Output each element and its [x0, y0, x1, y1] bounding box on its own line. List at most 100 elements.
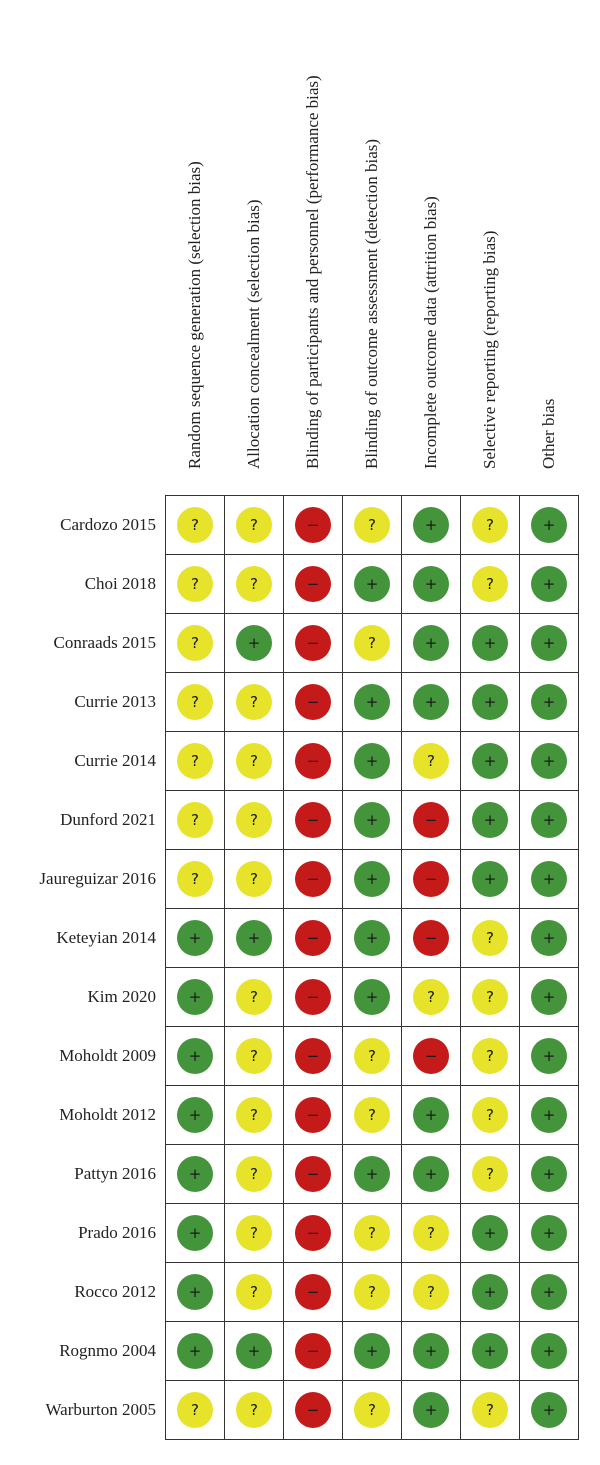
rating-cell: +: [343, 968, 402, 1027]
high-risk-icon: −: [413, 802, 449, 838]
low-risk-icon: +: [531, 1215, 567, 1251]
rating-cell: ?: [402, 1204, 461, 1263]
low-risk-icon: +: [531, 1038, 567, 1074]
rating-cell: −: [402, 1027, 461, 1086]
low-risk-icon: +: [531, 920, 567, 956]
rating-cell: ?: [166, 732, 225, 791]
rating-cell: ?: [402, 1263, 461, 1322]
unclear-risk-icon: ?: [472, 1156, 508, 1192]
low-risk-icon: +: [177, 920, 213, 956]
low-risk-icon: +: [177, 1333, 213, 1369]
rating-cell: +: [343, 555, 402, 614]
high-risk-icon: −: [295, 1156, 331, 1192]
rating-cell: +: [402, 1086, 461, 1145]
unclear-risk-icon: ?: [177, 566, 213, 602]
rating-cell: ?: [166, 673, 225, 732]
rating-cell: +: [166, 1263, 225, 1322]
study-label: Rognmo 2004: [59, 1340, 156, 1360]
rating-cell: +: [166, 1204, 225, 1263]
high-risk-icon: −: [295, 1274, 331, 1310]
rating-cell: +: [461, 1322, 520, 1381]
rating-cell: −: [402, 850, 461, 909]
study-label: Cardozo 2015: [60, 514, 156, 534]
low-risk-icon: +: [531, 507, 567, 543]
low-risk-icon: +: [413, 1392, 449, 1428]
rating-cell: ?: [343, 1381, 402, 1440]
rating-cell: +: [402, 1381, 461, 1440]
rating-cell: +: [343, 673, 402, 732]
study-label: Keteyian 2014: [56, 927, 156, 947]
rating-cell: ?: [402, 968, 461, 1027]
unclear-risk-icon: ?: [177, 507, 213, 543]
rating-cell: ?: [225, 673, 284, 732]
rating-cell: +: [520, 555, 579, 614]
rating-cell: ?: [461, 1381, 520, 1440]
low-risk-icon: +: [413, 1156, 449, 1192]
low-risk-icon: +: [413, 625, 449, 661]
unclear-risk-icon: ?: [177, 802, 213, 838]
rating-cell: +: [520, 732, 579, 791]
study-label: Choi 2018: [84, 573, 156, 593]
low-risk-icon: +: [531, 1274, 567, 1310]
high-risk-icon: −: [295, 1097, 331, 1133]
unclear-risk-icon: ?: [413, 743, 449, 779]
unclear-risk-icon: ?: [236, 566, 272, 602]
rating-cell: ?: [343, 1204, 402, 1263]
low-risk-icon: +: [472, 1215, 508, 1251]
rating-cell: +: [461, 850, 520, 909]
rating-cell: +: [402, 1322, 461, 1381]
low-risk-icon: +: [531, 566, 567, 602]
rating-cell: +: [520, 1145, 579, 1204]
low-risk-icon: +: [472, 1333, 508, 1369]
column-header: Blinding of participants and personnel (…: [283, 0, 342, 495]
rating-cell: ?: [166, 614, 225, 673]
rating-cell: ?: [166, 555, 225, 614]
study-label: Rocco 2012: [74, 1281, 156, 1301]
low-risk-icon: +: [531, 1156, 567, 1192]
low-risk-icon: +: [413, 1333, 449, 1369]
rating-cell: ?: [225, 1381, 284, 1440]
low-risk-icon: +: [472, 625, 508, 661]
rating-cell: ?: [343, 1086, 402, 1145]
low-risk-icon: +: [177, 1274, 213, 1310]
column-header-label: Allocation concealment (selection bias): [244, 199, 263, 469]
rating-cell: +: [343, 1145, 402, 1204]
rating-cell: −: [284, 968, 343, 1027]
rating-cell: +: [520, 1086, 579, 1145]
low-risk-icon: +: [354, 920, 390, 956]
unclear-risk-icon: ?: [354, 1274, 390, 1310]
rating-cell: ?: [166, 850, 225, 909]
rating-cell: −: [284, 1027, 343, 1086]
low-risk-icon: +: [413, 507, 449, 543]
high-risk-icon: −: [295, 802, 331, 838]
rating-cell: ?: [225, 1263, 284, 1322]
low-risk-icon: +: [531, 1333, 567, 1369]
high-risk-icon: −: [295, 1215, 331, 1251]
unclear-risk-icon: ?: [354, 1215, 390, 1251]
rating-cell: +: [402, 673, 461, 732]
rating-cell: +: [402, 555, 461, 614]
rating-cell: ?: [343, 1027, 402, 1086]
low-risk-icon: +: [354, 566, 390, 602]
rating-cell: +: [461, 614, 520, 673]
unclear-risk-icon: ?: [236, 1097, 272, 1133]
rating-cell: −: [284, 555, 343, 614]
rating-cell: −: [284, 496, 343, 555]
rating-cell: −: [402, 791, 461, 850]
rating-cell: +: [520, 496, 579, 555]
rating-cell: +: [225, 1322, 284, 1381]
unclear-risk-icon: ?: [236, 1274, 272, 1310]
low-risk-icon: +: [177, 1097, 213, 1133]
low-risk-icon: +: [354, 743, 390, 779]
high-risk-icon: −: [295, 684, 331, 720]
low-risk-icon: +: [354, 802, 390, 838]
low-risk-icon: +: [354, 1156, 390, 1192]
rating-cell: +: [520, 791, 579, 850]
rating-cell: ?: [166, 496, 225, 555]
high-risk-icon: −: [295, 920, 331, 956]
study-label: Moholdt 2012: [59, 1104, 156, 1124]
column-header: Random sequence generation (selection bi…: [165, 0, 224, 495]
low-risk-icon: +: [531, 1392, 567, 1428]
low-risk-icon: +: [472, 802, 508, 838]
rating-cell: +: [520, 1027, 579, 1086]
